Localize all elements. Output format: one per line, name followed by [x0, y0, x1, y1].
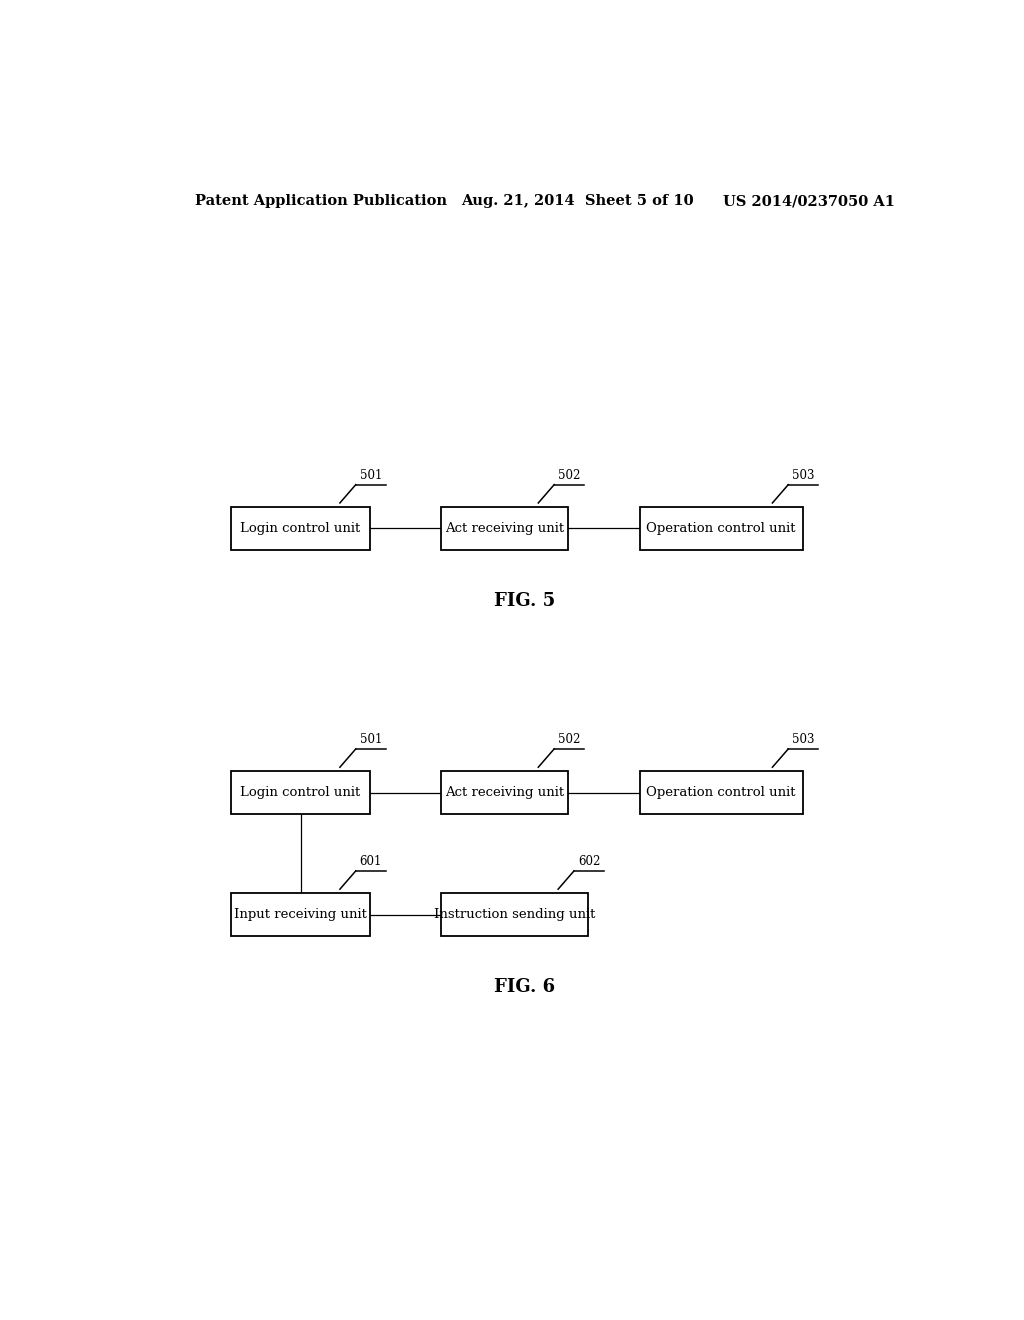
- Text: Patent Application Publication: Patent Application Publication: [196, 194, 447, 209]
- Bar: [441, 507, 568, 549]
- Text: Input receiving unit: Input receiving unit: [234, 908, 367, 921]
- Text: Aug. 21, 2014  Sheet 5 of 10: Aug. 21, 2014 Sheet 5 of 10: [461, 194, 694, 209]
- Bar: [640, 507, 803, 549]
- Text: 501: 501: [359, 469, 382, 482]
- Bar: [640, 771, 803, 814]
- Text: Login control unit: Login control unit: [241, 521, 360, 535]
- Text: Operation control unit: Operation control unit: [646, 787, 796, 799]
- Text: US 2014/0237050 A1: US 2014/0237050 A1: [723, 194, 895, 209]
- Text: Act receiving unit: Act receiving unit: [445, 787, 564, 799]
- Text: 503: 503: [793, 733, 815, 746]
- Bar: [441, 894, 589, 936]
- Text: Act receiving unit: Act receiving unit: [445, 521, 564, 535]
- Text: 502: 502: [558, 469, 581, 482]
- Text: 502: 502: [558, 733, 581, 746]
- Text: Login control unit: Login control unit: [241, 787, 360, 799]
- Text: Instruction sending unit: Instruction sending unit: [434, 908, 596, 921]
- Bar: [231, 507, 370, 549]
- Text: FIG. 6: FIG. 6: [495, 978, 555, 995]
- Text: 602: 602: [578, 855, 600, 867]
- Text: Operation control unit: Operation control unit: [646, 521, 796, 535]
- Text: 501: 501: [359, 733, 382, 746]
- Bar: [231, 771, 370, 814]
- Bar: [231, 894, 370, 936]
- Text: 503: 503: [793, 469, 815, 482]
- Text: FIG. 5: FIG. 5: [495, 591, 555, 610]
- Bar: [441, 771, 568, 814]
- Text: 601: 601: [359, 855, 382, 867]
